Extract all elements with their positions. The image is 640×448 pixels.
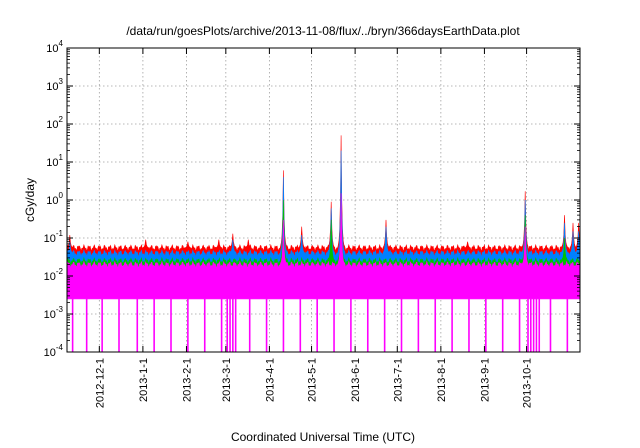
x-tick-label: 2013-7-1 bbox=[392, 358, 404, 402]
x-tick-label: 2012-12-1 bbox=[94, 358, 106, 408]
y-tick-label: 10-3 bbox=[44, 305, 64, 321]
x-axis-label: Coordinated Universal Time (UTC) bbox=[231, 430, 415, 444]
x-tick-label: 2013-1-1 bbox=[138, 358, 150, 402]
x-tick-label: 2013-8-1 bbox=[436, 358, 448, 402]
y-axis-label: cGy/day bbox=[23, 178, 37, 222]
series-3 bbox=[66, 193, 581, 352]
x-tick-label: 2013-9-1 bbox=[479, 358, 491, 402]
y-tick-label: 100 bbox=[46, 191, 63, 207]
x-tick-label: 2013-6-1 bbox=[350, 358, 362, 402]
series-band bbox=[66, 193, 581, 300]
x-tick-labels: 2012-12-1 2013-1-1 2013-2-1 2013-3-1 2013-4-… bbox=[94, 358, 533, 408]
x-tick-label: 2013-10-1 bbox=[522, 358, 534, 408]
ticks bbox=[67, 47, 580, 353]
series-layer bbox=[66, 135, 581, 352]
y-tick-label: 104 bbox=[46, 39, 63, 55]
y-tick-labels: 10-4 10-3 10-2 10-1 100 101 102 103 104 bbox=[44, 39, 64, 359]
x-tick-label: 2013-4-1 bbox=[264, 358, 276, 402]
x-tick-label: 2013-2-1 bbox=[181, 358, 193, 402]
y-tick-label: 103 bbox=[46, 77, 63, 93]
x-tick-label: 2013-5-1 bbox=[307, 358, 319, 402]
y-tick-label: 10-2 bbox=[44, 267, 64, 283]
chart-title: /data/run/goesPlots/archive/2013-11-08/f… bbox=[126, 24, 520, 38]
y-tick-label: 101 bbox=[46, 153, 63, 169]
y-tick-label: 10-1 bbox=[44, 229, 64, 245]
y-tick-label: 10-4 bbox=[44, 343, 64, 359]
x-tick-label: 2013-3-1 bbox=[221, 358, 233, 402]
y-tick-label: 102 bbox=[46, 115, 63, 131]
